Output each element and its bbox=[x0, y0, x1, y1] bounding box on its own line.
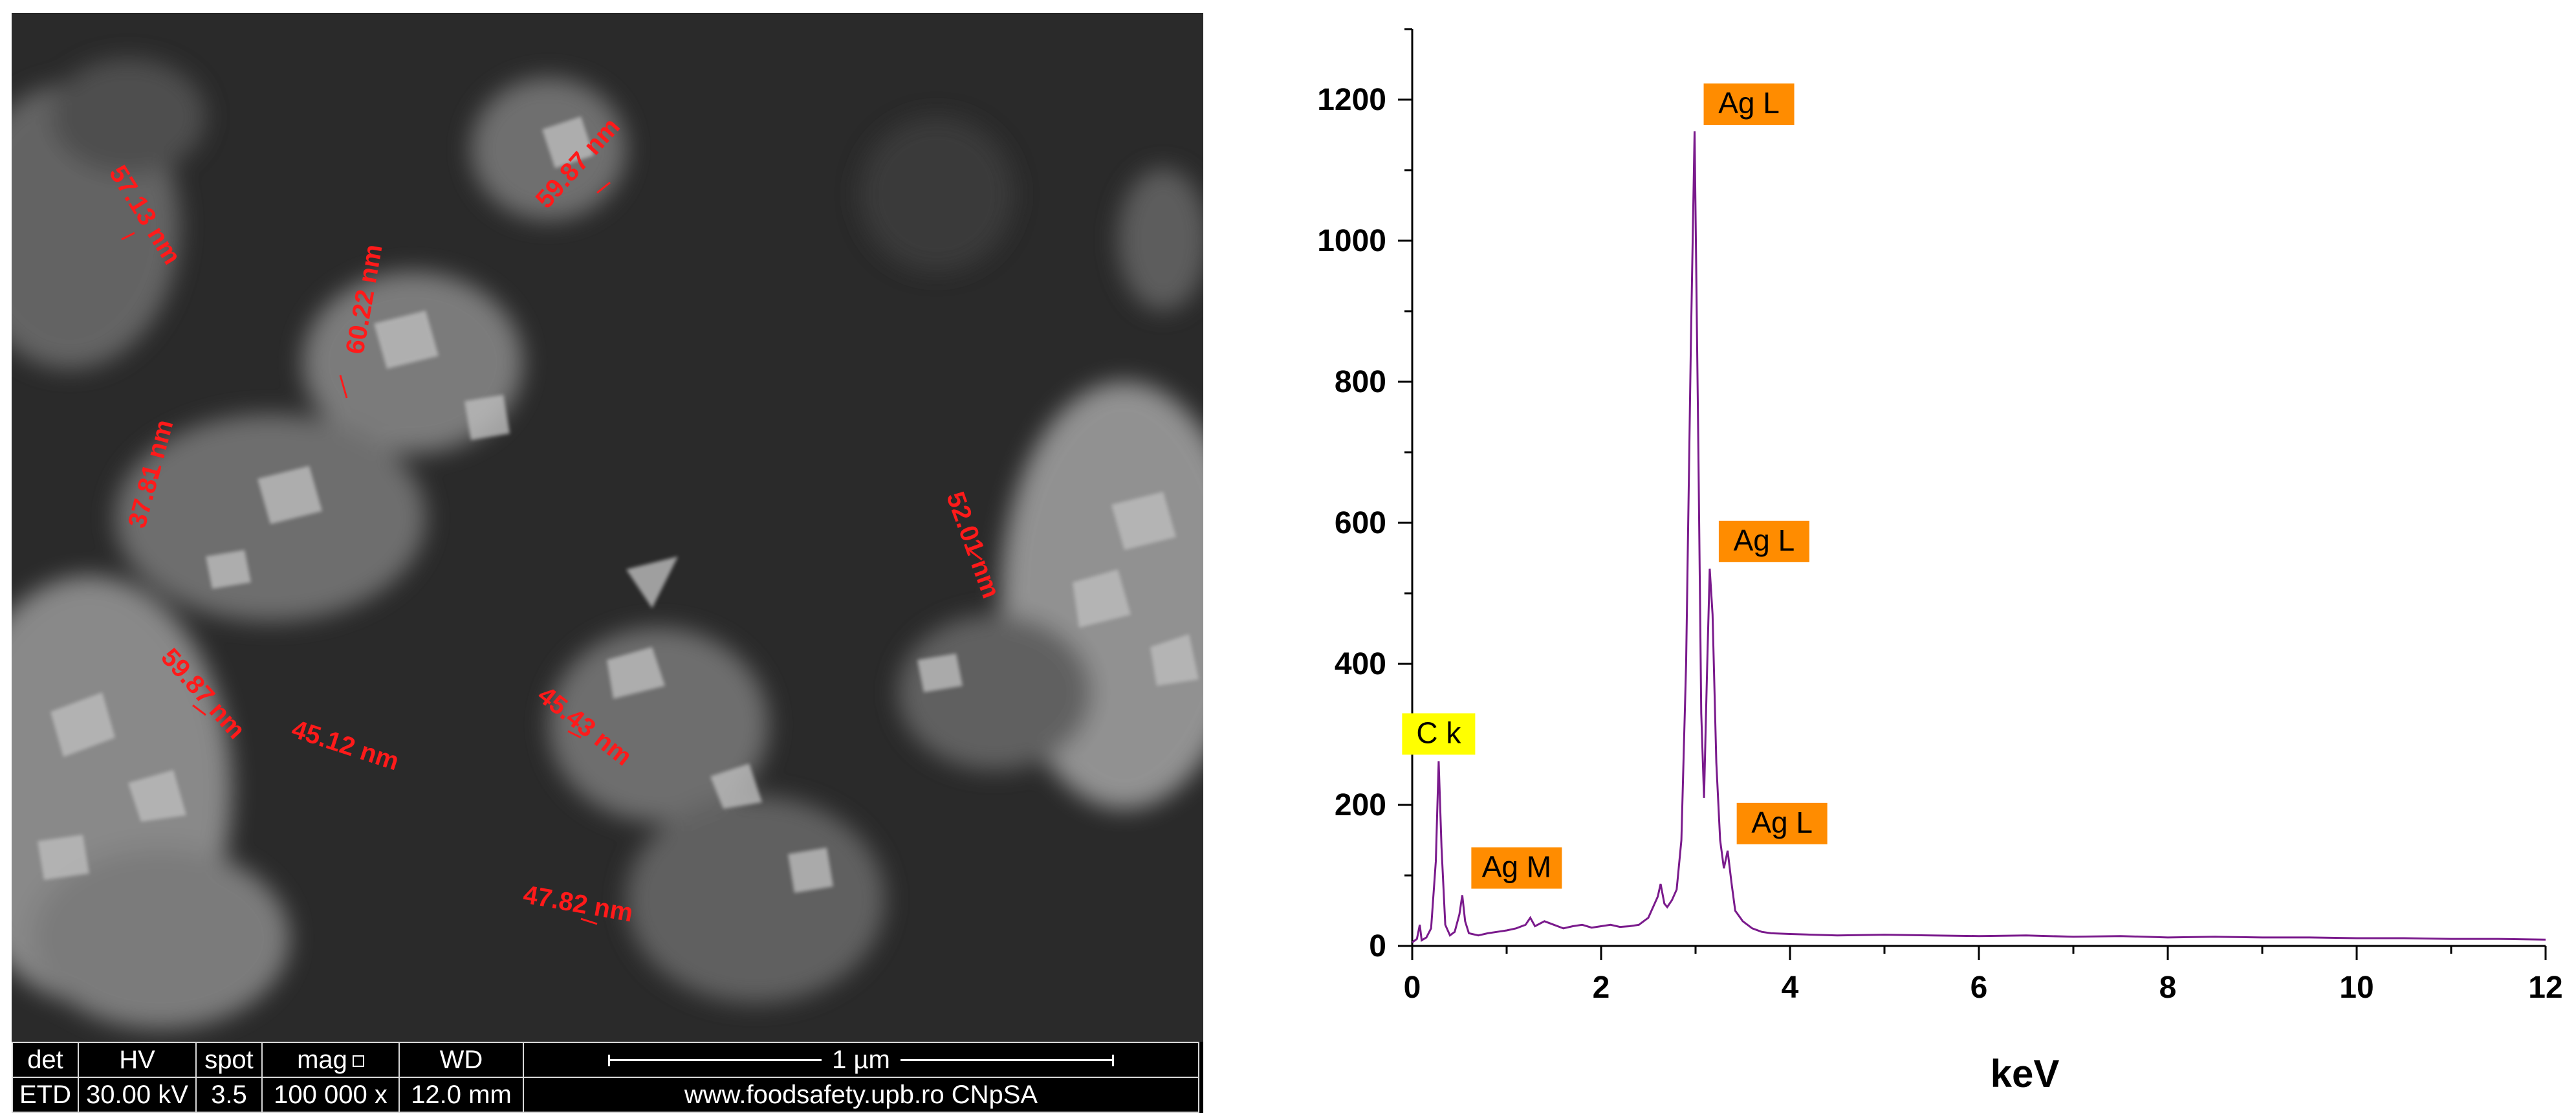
peak-label-box bbox=[1736, 802, 1828, 844]
databar-header-mag: mag bbox=[261, 1042, 400, 1078]
sem-databar: det HV spot mag WD 1 µm ETD 30.00 kV 3.5… bbox=[12, 1042, 1203, 1113]
x-tick-label: 12 bbox=[2528, 971, 2562, 1005]
peak-label-box bbox=[1402, 713, 1476, 755]
peak-label-text: C k bbox=[1416, 716, 1461, 749]
sem-image bbox=[12, 13, 1203, 1042]
scalebar: 1 µm bbox=[523, 1042, 1199, 1078]
peak-label-box bbox=[1703, 83, 1795, 126]
databar-header-wd: WD bbox=[398, 1042, 524, 1078]
x-tick-label: 0 bbox=[1404, 971, 1421, 1005]
y-tick-label: 200 bbox=[1335, 788, 1386, 822]
peak-label: Ag L bbox=[1703, 83, 1795, 126]
y-tick-label: 600 bbox=[1335, 506, 1386, 540]
eds-spectrum-chart: 0 2 4 6 8 10 12 0 200 400 600 800 1000 1200 C k Ag M A… bbox=[1317, 28, 2563, 1095]
databar-header-hv: HV bbox=[78, 1042, 197, 1078]
x-tick-label: 6 bbox=[1970, 971, 1988, 1005]
x-tick-label: 4 bbox=[1782, 971, 1799, 1005]
peak-label: Ag L bbox=[1718, 520, 1809, 562]
spectrum-line bbox=[1412, 131, 2546, 943]
y-axis-ticks: 0 200 400 600 800 1000 1200 bbox=[1317, 28, 1412, 963]
y-tick-label: 0 bbox=[1369, 929, 1386, 963]
x-axis-ticks: 0 2 4 6 8 10 12 bbox=[1404, 946, 2563, 1005]
peak-annotations: C k Ag M Ag L Ag L Ag L bbox=[1402, 83, 1828, 889]
peak-label-text: Ag L bbox=[1718, 86, 1780, 120]
databar-footer: www.foodsafety.upb.ro CNpSA bbox=[523, 1077, 1199, 1113]
sem-micrograph: 57.13 nm 59.87 nm 60.22 nm 37.81 nm 52.0… bbox=[12, 13, 1203, 1113]
x-axis-title: keV bbox=[1991, 1052, 2060, 1095]
peak-label-text: Ag M bbox=[1482, 850, 1551, 884]
databar-value-hv: 30.00 kV bbox=[78, 1077, 197, 1113]
databar-header-det: det bbox=[12, 1042, 79, 1078]
peak-label: Ag L bbox=[1736, 802, 1828, 844]
x-tick-label: 2 bbox=[1593, 971, 1610, 1005]
x-tick-label: 10 bbox=[2339, 971, 2374, 1005]
databar-value-det: ETD bbox=[12, 1077, 79, 1113]
databar-header-mag-label: mag bbox=[297, 1045, 347, 1074]
peak-label-box bbox=[1471, 847, 1562, 889]
x-tick-label: 8 bbox=[2159, 971, 2177, 1005]
databar-value-wd: 12.0 mm bbox=[398, 1077, 524, 1113]
peak-label: C k bbox=[1402, 713, 1476, 755]
y-tick-label: 400 bbox=[1335, 647, 1386, 681]
scalebar-left bbox=[608, 1054, 822, 1066]
peak-label-box bbox=[1718, 520, 1809, 562]
y-tick-label: 800 bbox=[1335, 365, 1386, 399]
peak-label: Ag M bbox=[1471, 847, 1562, 889]
peak-label-text: Ag L bbox=[1734, 523, 1795, 557]
square-icon bbox=[352, 1055, 364, 1067]
scalebar-right bbox=[900, 1054, 1114, 1066]
databar-value-mag: 100 000 x bbox=[261, 1077, 400, 1113]
databar-header-spot: spot bbox=[195, 1042, 263, 1078]
peak-label-text: Ag L bbox=[1751, 806, 1813, 839]
chart-axes bbox=[1411, 29, 2546, 947]
y-tick-label: 1000 bbox=[1317, 224, 1386, 258]
databar-value-spot: 3.5 bbox=[195, 1077, 263, 1113]
y-tick-label: 1200 bbox=[1317, 83, 1386, 117]
scalebar-label: 1 µm bbox=[832, 1045, 890, 1074]
